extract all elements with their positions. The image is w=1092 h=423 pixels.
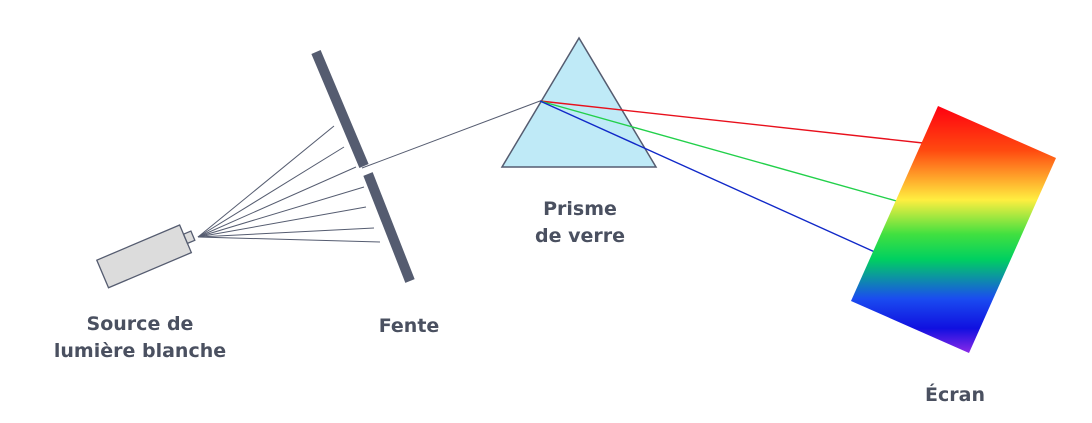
- fan-ray: [197, 206, 367, 238]
- incident-ray: [361, 100, 541, 169]
- fan-ray: [197, 227, 375, 238]
- light-source-lens: [182, 230, 196, 245]
- prism-label-line1: Prisme: [543, 198, 617, 220]
- slit: [311, 50, 415, 283]
- prism-label: Prisme de verre: [520, 196, 640, 250]
- light-fan-rays: [197, 125, 381, 243]
- light-source: [95, 224, 196, 289]
- screen-spectrum: [851, 106, 1056, 353]
- glass-prism: [500, 36, 658, 168]
- prism-label-line2: de verre: [535, 225, 625, 247]
- fan-ray: [197, 166, 357, 238]
- ray-green: [539, 100, 901, 203]
- light-source-label: Source de lumière blanche: [40, 311, 240, 365]
- light-source-label-line1: Source de: [86, 313, 194, 335]
- ray-red: [539, 100, 924, 144]
- ray-blue: [539, 100, 878, 254]
- screen-label: Écran: [925, 384, 985, 406]
- slit-upper-bar: [311, 50, 369, 168]
- light-source-body: [95, 224, 193, 289]
- fan-ray: [197, 146, 345, 238]
- fan-ray: [197, 236, 381, 243]
- fan-ray: [197, 186, 365, 238]
- dispersed-rays: [539, 100, 924, 254]
- light-source-label-line2: lumière blanche: [53, 340, 227, 362]
- fan-ray: [197, 125, 335, 238]
- slit-lower-bar: [363, 172, 415, 283]
- slit-label: Fente: [378, 315, 440, 337]
